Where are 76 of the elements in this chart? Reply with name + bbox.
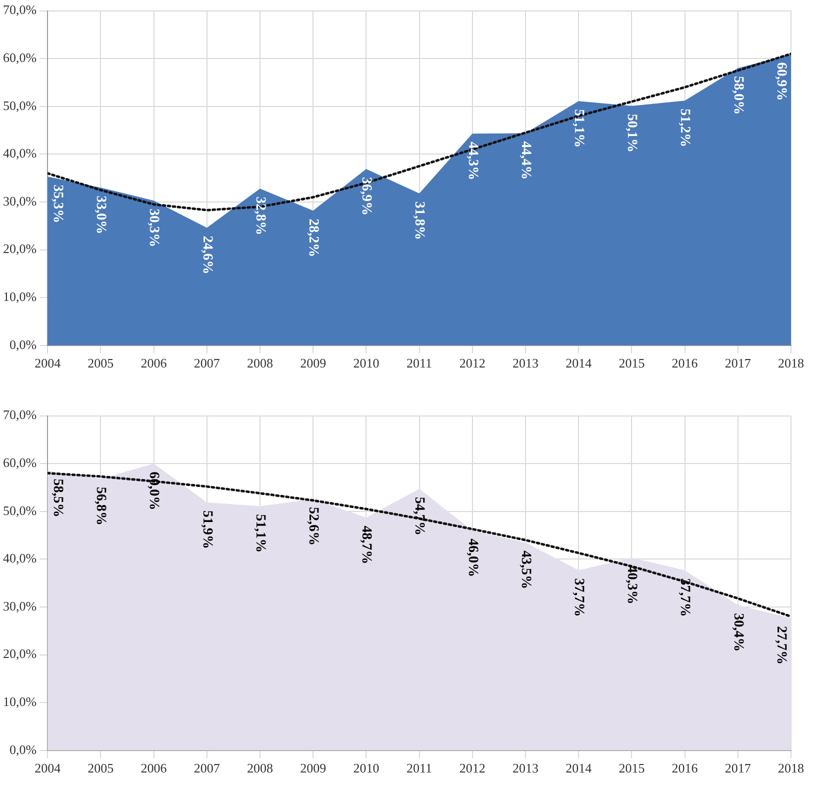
data-label: 36,9% xyxy=(358,177,374,216)
x-tick-label: 2012 xyxy=(459,356,486,371)
x-tick-label: 2009 xyxy=(300,760,326,776)
y-tick-label: 70,0% xyxy=(2,2,37,18)
x-tick-label: 2010 xyxy=(353,760,380,776)
data-label: 52,6% xyxy=(305,506,320,546)
x-tick-label: 2008 xyxy=(246,356,273,371)
x-tick-label: 2015 xyxy=(618,760,645,776)
x-tick-label: 2007 xyxy=(194,356,220,371)
y-tick-label: 40,0% xyxy=(2,550,37,566)
data-label: 37,7% xyxy=(677,578,692,617)
data-label: 60,9% xyxy=(773,62,788,101)
x-tick-label: 2013 xyxy=(512,356,538,371)
data-label: 58,0% xyxy=(730,76,746,115)
data-label: 54,7% xyxy=(412,496,427,536)
x-tick-label: 2006 xyxy=(140,760,168,776)
y-tick-label: 70,0% xyxy=(2,407,37,422)
y-tick-label: 60,0% xyxy=(2,455,37,470)
data-label: 44,3% xyxy=(464,142,480,180)
data-label: 48,7% xyxy=(358,526,374,564)
y-tick-label: 0,0% xyxy=(9,336,37,352)
x-tick-label: 2005 xyxy=(88,356,114,371)
x-tick-label: 2015 xyxy=(618,356,645,371)
x-tick-label: 2011 xyxy=(406,356,432,371)
data-label: 60,0% xyxy=(146,472,162,510)
x-tick-label: 2006 xyxy=(140,356,168,371)
y-tick-label: 10,0% xyxy=(2,694,37,710)
y-tick-label: 50,0% xyxy=(2,502,37,518)
data-label: 44,4% xyxy=(518,141,533,180)
x-tick-label: 2013 xyxy=(512,760,538,776)
y-tick-label: 0,0% xyxy=(9,742,37,757)
x-tick-label: 2014 xyxy=(566,760,592,776)
data-label: 51,1% xyxy=(570,109,586,148)
x-tick-label: 2017 xyxy=(724,760,752,776)
x-tick-label: 2008 xyxy=(246,760,273,776)
data-label: 37,7% xyxy=(570,578,586,617)
data-label: 51,9% xyxy=(199,510,214,549)
x-tick-label: 2004 xyxy=(34,760,62,776)
y-tick-label: 30,0% xyxy=(2,598,37,614)
x-tick-label: 2004 xyxy=(34,356,62,371)
data-label: 40,3% xyxy=(624,566,640,604)
data-label: 30,4% xyxy=(730,613,746,652)
x-tick-label: 2016 xyxy=(672,356,698,371)
data-label: 27,7% xyxy=(773,626,788,664)
data-label: 43,5% xyxy=(518,550,533,589)
y-tick-label: 60,0% xyxy=(2,50,37,66)
data-label: 56,8% xyxy=(93,486,108,526)
data-label: 31,8% xyxy=(412,201,427,240)
x-tick-label: 2016 xyxy=(672,760,698,776)
data-label: 28,2% xyxy=(305,218,320,258)
x-tick-label: 2011 xyxy=(406,760,432,776)
y-tick-label: 10,0% xyxy=(2,289,37,304)
y-tick-label: 30,0% xyxy=(2,193,37,208)
y-tick-label: 40,0% xyxy=(2,146,37,161)
x-tick-label: 2007 xyxy=(194,760,220,776)
data-label: 51,1% xyxy=(252,514,268,553)
data-label: 35,3% xyxy=(50,184,65,224)
data-label: 51,2% xyxy=(677,108,692,148)
y-tick-label: 20,0% xyxy=(2,646,37,662)
data-label: 58,5% xyxy=(50,478,65,518)
data-label: 50,1% xyxy=(624,114,640,152)
data-label: 46,0% xyxy=(464,538,480,578)
x-tick-label: 2009 xyxy=(300,356,326,371)
data-label: 33,0% xyxy=(93,196,108,234)
x-tick-label: 2012 xyxy=(459,760,486,776)
x-tick-label: 2010 xyxy=(353,356,380,371)
data-label: 24,6% xyxy=(199,236,214,274)
x-tick-label: 2018 xyxy=(778,760,804,776)
y-tick-label: 20,0% xyxy=(2,241,37,256)
x-tick-label: 2018 xyxy=(778,356,804,371)
y-tick-label: 50,0% xyxy=(2,98,37,113)
x-tick-label: 2005 xyxy=(88,760,114,776)
x-tick-label: 2014 xyxy=(566,356,592,371)
x-tick-label: 2017 xyxy=(724,356,752,371)
data-label: 32,8% xyxy=(252,196,268,236)
data-label: 30,3% xyxy=(146,208,162,248)
